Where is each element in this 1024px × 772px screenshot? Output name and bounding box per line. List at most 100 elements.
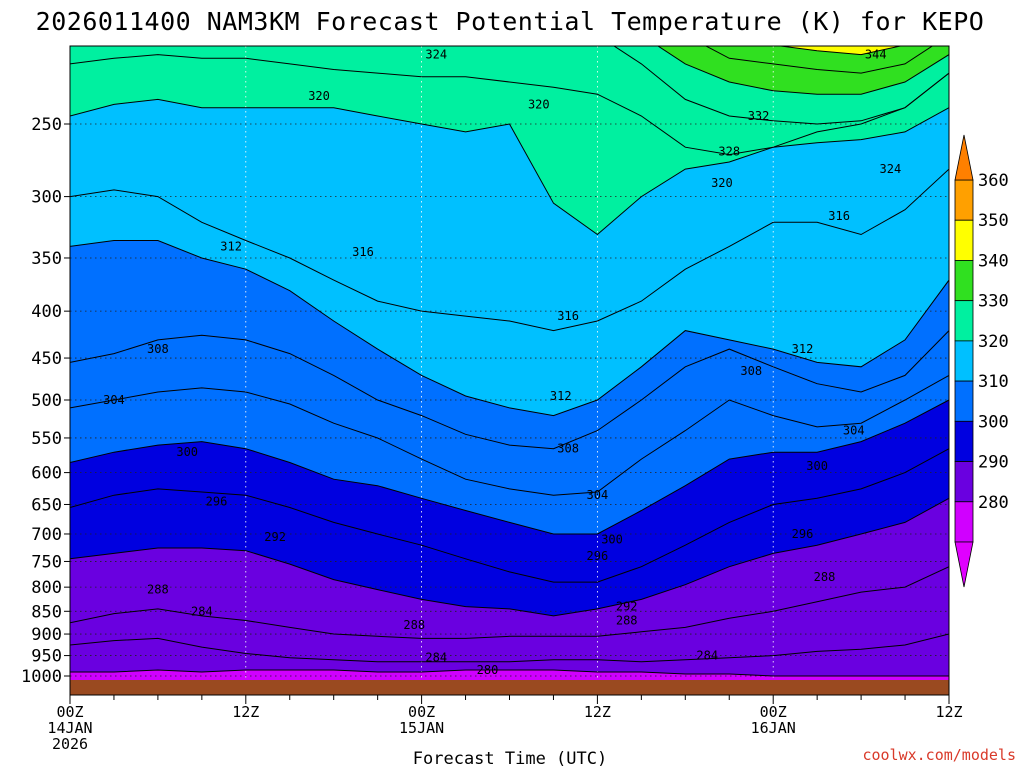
- colorbar-tick-320: 320: [978, 332, 1009, 352]
- contour-label-2: 320: [528, 97, 550, 111]
- theta-band-320: [70, 54, 949, 235]
- contour-label-8: 316: [828, 209, 850, 223]
- y-tick-label-450: 450: [31, 349, 62, 369]
- x-tick-label-0-2: 2026: [52, 735, 88, 753]
- x-tick-label-12-0: 12Z: [232, 703, 259, 721]
- contour-label-35: 280: [477, 663, 499, 677]
- colorbar-top-cap: [954, 134, 974, 181]
- theta-fill-layer: [70, 46, 949, 695]
- isentrope-332: [657, 46, 949, 95]
- colorbar-tick-340: 340: [978, 251, 1009, 271]
- isentrope-280: [70, 669, 949, 677]
- contour-label-15: 304: [103, 393, 125, 407]
- colorbar-tick-350: 350: [978, 211, 1009, 231]
- y-tick-label-700: 700: [31, 525, 62, 545]
- contour-label-9: 312: [220, 239, 242, 253]
- colorbar-band-270: [954, 501, 974, 543]
- colorbar-tick-310: 310: [978, 372, 1009, 392]
- theta-band-336: [705, 46, 933, 74]
- contour-label-1: 320: [308, 89, 330, 103]
- theta-band-324: [70, 46, 949, 155]
- isentrope-328: [613, 46, 949, 125]
- contour-label-6: 320: [711, 176, 733, 190]
- contour-label-12: 312: [792, 342, 814, 356]
- colorbar-band-290: [954, 420, 974, 462]
- theta-band-304: [70, 330, 949, 496]
- y-tick-label-550: 550: [31, 429, 62, 449]
- contour-label-3: 332: [748, 109, 770, 123]
- contour-label-32: 288: [403, 618, 425, 632]
- isentrope-324: [70, 54, 949, 156]
- x-tick-label-36-0: 12Z: [584, 703, 611, 721]
- y-tick-label-650: 650: [31, 495, 62, 515]
- y-tick-label-1000: 1000: [21, 667, 62, 687]
- isentrope-300: [70, 399, 949, 535]
- x-tick-label-0-0: 00Z: [56, 703, 83, 721]
- theta-band-300: [70, 375, 949, 534]
- isentrope-336: [704, 46, 934, 74]
- contour-label-16: 312: [550, 389, 572, 403]
- contour-label-18: 300: [176, 445, 198, 459]
- y-tick-label-750: 750: [31, 552, 62, 572]
- isentrope-308: [70, 330, 949, 450]
- theta-band-288: [70, 498, 949, 639]
- x-axis-label: Forecast Time (UTC): [413, 749, 607, 768]
- theta-band-316: [70, 73, 949, 331]
- contour-label-7: 324: [880, 162, 902, 176]
- contour-label-layer: 324 320 320 332 328 344 320 324 316 312 316 316 312 3…: [103, 48, 901, 677]
- isentrope-292: [70, 497, 949, 617]
- contour-label-14: 308: [740, 364, 762, 378]
- y-tick-label-850: 850: [31, 602, 62, 622]
- contour-label-34: 284: [696, 649, 718, 663]
- x-tick-label-60-0: 12Z: [935, 703, 962, 721]
- x-tick-label-48-1: 16JAN: [751, 719, 796, 737]
- y-tick-label-250: 250: [31, 115, 62, 135]
- x-tick-label-24-0: 00Z: [408, 703, 435, 721]
- contour-label-27: 288: [147, 583, 169, 597]
- contour-label-31: 288: [814, 570, 836, 584]
- colorbar-tick-300: 300: [978, 412, 1009, 432]
- y-tick-label-400: 400: [31, 302, 62, 322]
- contour-label-26: 296: [792, 527, 814, 541]
- contour-label-19: 308: [557, 442, 579, 456]
- colorbar-tick-290: 290: [978, 453, 1009, 473]
- contour-label-20: 300: [806, 459, 828, 473]
- chart-title: 2026011400 NAM3KM Forecast Potential Tem…: [36, 7, 985, 36]
- isentrope-284: [70, 633, 949, 663]
- colorbar: 360 350 340 330 320 310 300 290 280: [954, 134, 1009, 588]
- contour-label-13: 308: [147, 342, 169, 356]
- colorbar-band-330: [954, 260, 974, 302]
- y-tick-label-900: 900: [31, 625, 62, 645]
- colorbar-tick-280: 280: [978, 493, 1009, 513]
- colorbar-band-280: [954, 461, 974, 503]
- y-tick-label-350: 350: [31, 249, 62, 269]
- x-tick-label-0-1: 14JAN: [47, 719, 92, 737]
- isentrope-288: [70, 566, 949, 639]
- contour-label-5: 344: [865, 48, 887, 62]
- contour-label-4: 328: [718, 145, 740, 159]
- contour-label-10: 316: [352, 245, 374, 259]
- y-tick-label-300: 300: [31, 188, 62, 208]
- colorbar-tick-330: 330: [978, 292, 1009, 312]
- credit-text: coolwx.com/models: [862, 746, 1016, 764]
- y-tick-label-950: 950: [31, 647, 62, 667]
- contour-label-11: 316: [557, 309, 579, 323]
- isentrope-316: [70, 168, 949, 332]
- theta-band-308: [70, 240, 949, 449]
- isentrope-304: [70, 374, 949, 496]
- contour-label-28: 284: [191, 604, 213, 618]
- isentrope-312: [70, 240, 949, 417]
- colorbar-band-310: [954, 340, 974, 382]
- contour-label-21: 296: [206, 494, 228, 508]
- y-tick-label-800: 800: [31, 578, 62, 598]
- isentrope-296: [70, 448, 949, 583]
- contour-label-29: 292: [616, 600, 638, 614]
- contour-label-30: 288: [616, 614, 638, 628]
- contour-label-33: 284: [425, 651, 447, 665]
- x-tick-label-24-1: 15JAN: [399, 719, 444, 737]
- y-tick-label-500: 500: [31, 391, 62, 411]
- colorbar-band-320: [954, 300, 974, 342]
- contour-label-25: 296: [587, 549, 609, 563]
